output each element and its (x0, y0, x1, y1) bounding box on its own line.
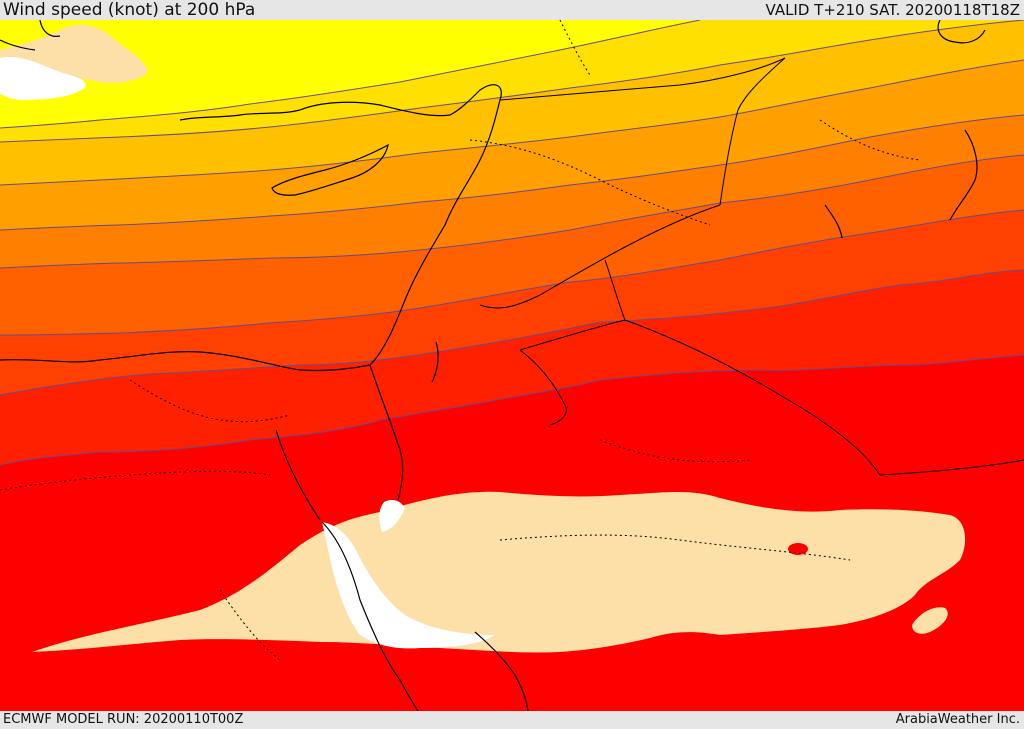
map-title: Wind speed (knot) at 200 hPa (3, 0, 256, 20)
footer-bar: ECMWF MODEL RUN: 20200110T00Z ArabiaWeat… (0, 711, 1024, 729)
calm-spot-east (788, 543, 808, 555)
calm-area-southeast (912, 607, 948, 634)
gulf-of-aqaba-area (379, 500, 405, 532)
isotach-lines (0, 20, 1024, 466)
coastlines (0, 20, 986, 711)
valid-time: VALID T+210 SAT. 20200118T18Z (765, 1, 1020, 19)
model-run: ECMWF MODEL RUN: 20200110T00Z (3, 712, 244, 727)
credit: ArabiaWeather Inc. (895, 712, 1020, 727)
wind-speed-map (0, 20, 1024, 711)
red-sea-area (322, 522, 495, 649)
country-borders (479, 57, 1024, 476)
white-patch-northwest (0, 56, 86, 100)
province-borders (0, 20, 921, 661)
calm-area-south (32, 491, 966, 653)
header-bar: Wind speed (knot) at 200 hPa VALID T+210… (0, 0, 1024, 20)
band-1 (0, 20, 700, 128)
